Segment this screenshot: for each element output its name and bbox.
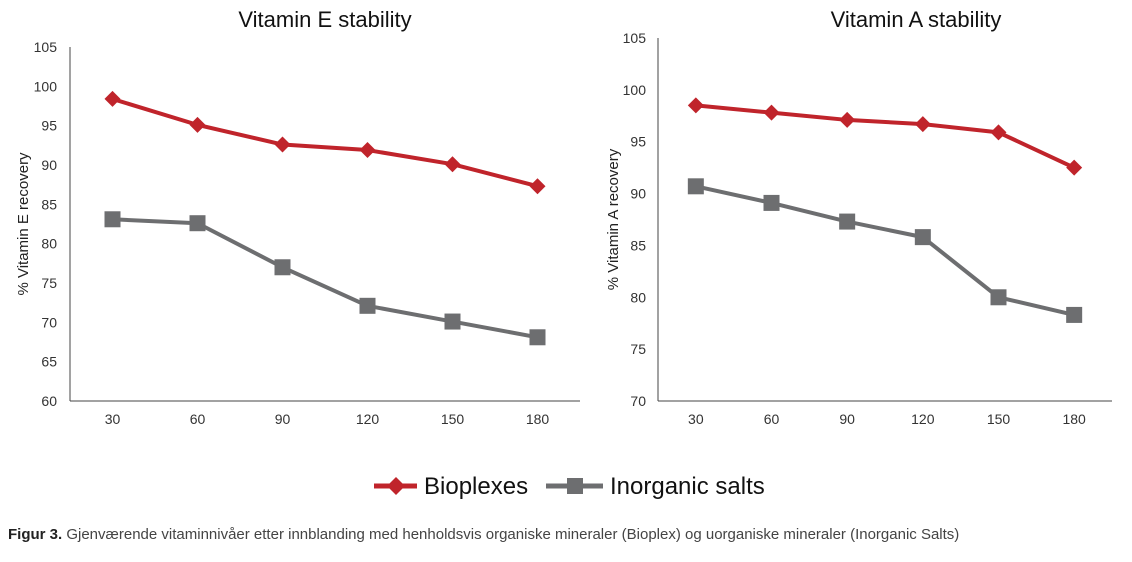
vitamin-a-x-tick-label: 150: [987, 411, 1011, 427]
vitamin-a-y-tick-label: 70: [630, 393, 646, 409]
vitamin-e-x-tick-label: 150: [441, 411, 465, 427]
vitamin-e-x-tick-label: 180: [526, 411, 550, 427]
vitamin-a-bioplexes-point: [990, 124, 1007, 141]
vitamin-e-bioplexes-line: [111, 97, 539, 189]
vitamin-a-y-tick-label: 100: [623, 82, 647, 98]
vitamin-a-title: Vitamin A stability: [831, 7, 1002, 32]
vitamin-e-y-tick-label: 85: [41, 196, 57, 212]
vitamin-a-chart: Vitamin A stability % Vitamin A recovery 7…: [605, 7, 1112, 427]
vitamin-e-y-tick-label: 90: [41, 157, 57, 173]
vitamin-e-y-tick-label: 70: [41, 314, 57, 330]
vitamin-e-y-axis-label: % Vitamin E recovery: [15, 152, 32, 296]
vitamin-e-x-tick-label: 120: [356, 411, 380, 427]
vitamin-a-y-tick-label: 95: [630, 134, 646, 150]
legend-label-inorganic-salts: Inorganic salts: [610, 473, 765, 500]
vitamin-a-inorganic-salts-point: [839, 213, 856, 230]
vitamin-a-x-tick-label: 120: [911, 411, 935, 427]
legend: Bioplexes Inorganic salts: [374, 473, 765, 500]
vitamin-a-bioplexes-point: [763, 104, 780, 121]
vitamin-a-inorganic-salts-point: [763, 194, 780, 211]
vitamin-e-bioplexes-point: [444, 156, 461, 173]
figure-caption: Figur 3. Gjenværende vitaminnivåer etter…: [8, 526, 959, 543]
vitamin-a-bioplexes-point: [1066, 159, 1083, 176]
vitamin-e-bioplexes-point: [274, 136, 291, 153]
vitamin-a-y-tick-label: 80: [630, 289, 646, 305]
vitamin-a-y-tick-label: 105: [623, 30, 647, 46]
vitamin-a-inorganic-salts-point: [687, 178, 704, 195]
vitamin-e-y-tick-label: 100: [34, 78, 58, 94]
vitamin-e-bioplexes-point: [189, 116, 206, 133]
vitamin-a-inorganic-salts-line: [695, 184, 1075, 317]
vitamin-e-x-tick-label: 30: [105, 411, 121, 427]
vitamin-a-inorganic-salts-point: [1066, 306, 1083, 323]
vitamin-a-bioplexes-point: [839, 111, 856, 128]
legend-marker-inorganic-salts: [567, 478, 583, 494]
vitamin-a-y-axis-label: % Vitamin A recovery: [605, 148, 622, 290]
vitamin-e-y-tick-label: 95: [41, 118, 57, 134]
vitamin-e-x-tick-label: 60: [190, 411, 206, 427]
vitamin-a-bioplexes-line: [695, 103, 1076, 170]
vitamin-a-y-tick-label: 75: [630, 341, 646, 357]
vitamin-e-inorganic-salts-point: [274, 259, 291, 276]
caption-text: Gjenværende vitaminnivåer etter innbland…: [62, 526, 960, 543]
vitamin-e-y-tick-label: 75: [41, 275, 57, 291]
caption-label: Figur 3.: [8, 526, 63, 543]
vitamin-a-x-tick-label: 60: [764, 411, 780, 427]
vitamin-e-y-tick-label: 65: [41, 354, 57, 370]
legend-marker-bioplexes: [387, 477, 405, 495]
legend-label-bioplexes: Bioplexes: [424, 473, 528, 500]
vitamin-e-inorganic-salts-point: [444, 313, 461, 330]
vitamin-e-bioplexes-point: [104, 90, 121, 107]
vitamin-e-y-tick-label: 60: [41, 393, 57, 409]
vitamin-e-inorganic-salts-point: [359, 297, 376, 314]
vitamin-a-x-tick-label: 180: [1062, 411, 1086, 427]
vitamin-a-x-tick-label: 90: [839, 411, 855, 427]
vitamin-e-bioplexes-point: [359, 142, 376, 159]
vitamin-e-y-tick-label: 80: [41, 236, 57, 252]
vitamin-e-x-tick-label: 90: [275, 411, 291, 427]
vitamin-e-title: Vitamin E stability: [238, 7, 411, 32]
vitamin-a-bioplexes-point: [914, 116, 931, 133]
vitamin-e-chart: Vitamin E stability % Vitamin E recovery 6…: [15, 7, 580, 427]
vitamin-e-inorganic-salts-point: [189, 215, 206, 232]
vitamin-e-bioplexes-point: [529, 178, 546, 195]
vitamin-a-y-tick-label: 90: [630, 186, 646, 202]
vitamin-a-y-tick-label: 85: [630, 237, 646, 253]
vitamin-e-y-tick-label: 105: [34, 39, 58, 55]
vitamin-e-inorganic-salts-point: [529, 329, 546, 346]
vitamin-a-bioplexes-point: [687, 97, 704, 114]
vitamin-a-x-tick-label: 30: [688, 411, 704, 427]
vitamin-a-inorganic-salts-point: [914, 229, 931, 246]
figure-charts: Vitamin E stability % Vitamin E recovery 6…: [15, 7, 1112, 500]
vitamin-e-inorganic-salts-line: [112, 217, 538, 340]
vitamin-a-inorganic-salts-point: [990, 289, 1007, 306]
vitamin-e-inorganic-salts-point: [104, 211, 121, 228]
